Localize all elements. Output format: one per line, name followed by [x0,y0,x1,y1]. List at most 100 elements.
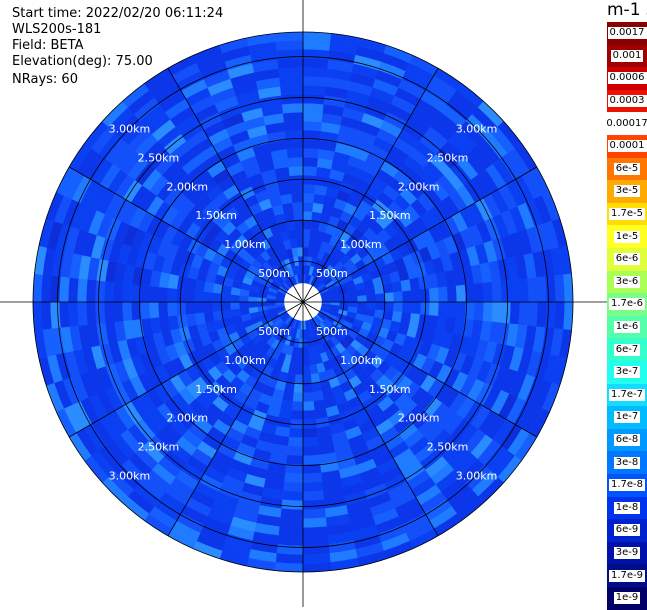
colorbar-label: 1e-6 [613,321,641,334]
backscatter-cell [112,301,124,323]
backscatter-cell [302,237,310,248]
azimuth-spoke [302,166,538,303]
colorbar-swatch: 0.0001 [607,135,647,158]
backscatter-cell [500,280,512,303]
colorbar-swatch: 3e-8 [607,451,647,474]
backscatter-cell [281,93,304,105]
azimuth-spoke [302,301,439,537]
nrays-label: NRays: 60 [12,72,78,88]
backscatter-cell [302,165,318,177]
backscatter-cell [67,277,79,303]
backscatter-cell [302,219,312,230]
backscatter-cell [287,156,304,168]
backscatter-cell [554,274,566,303]
colorbar-swatch: 6e-6 [607,248,647,271]
backscatter-cell [437,286,449,303]
range-ring-label: 500m [258,325,290,338]
backscatter-cell [302,39,331,51]
range-ring-label: 1.00km [340,238,382,251]
colorbar-swatch: 1e-6 [607,315,647,339]
backscatter-cell [428,287,440,303]
colorbar-label: 1e-8 [613,501,641,514]
backscatter-cell [302,490,324,502]
backscatter-cell [302,392,314,403]
backscatter-cell [302,183,316,194]
range-ring-label: 1.50km [195,209,237,222]
backscatter-cell [193,290,204,303]
backscatter-cell [302,499,325,511]
backscatter-cell [286,445,304,457]
colorbar-title: m-1 sr-1 [607,0,647,20]
backscatter-cell [291,192,304,203]
backscatter-cell [302,517,327,529]
backscatter-cell [290,183,304,194]
backscatter-cell [292,392,304,403]
backscatter-cell [121,282,133,303]
range-ring-label: 1.50km [369,383,411,396]
range-ring-label: 2.00km [167,180,209,193]
range-ring-label: 2.00km [398,412,440,425]
backscatter-cell [527,277,539,303]
colorbar-label: 1.7e-8 [608,479,646,492]
backscatter-cell [402,290,413,303]
backscatter-cell [288,427,304,439]
colorbar-swatch: 1e-7 [607,406,647,429]
backscatter-cell [58,276,70,303]
backscatter-cell [446,301,458,319]
colorbar-swatch: 0.0003 [607,89,647,113]
colorbar-label: 1e-9 [613,592,641,605]
colorbar-label: 3e-8 [613,456,641,469]
colorbar-label: 0.0001 [607,140,647,153]
backscatter-cell [473,301,485,322]
backscatter-cell [296,237,304,248]
backscatter-cell [157,301,169,318]
backscatter-cell [290,410,304,421]
colorbar-swatch: 0.001 [607,44,647,68]
backscatter-cell [297,246,304,257]
backscatter-cell [285,454,304,466]
backscatter-cell [310,372,321,384]
backscatter-cell [302,401,315,412]
range-grid [0,0,608,607]
backscatter-cell [202,291,213,303]
backscatter-cell [302,147,320,159]
range-ring-label: 3.00km [109,122,151,135]
range-ring-label: 500m [316,267,348,280]
backscatter-cell [282,102,304,114]
backscatter-cell [275,39,304,51]
colorbar-swatch: 1.7e-6 [607,293,647,316]
backscatter-cell [285,220,296,232]
backscatter-cell [302,481,324,493]
backscatter-cell [482,301,494,323]
colorbar-swatch: 6e-9 [607,519,647,542]
backscatter-cell [302,156,319,168]
range-ring-label: 2.50km [427,151,469,164]
backscatter-cell [220,293,231,303]
backscatter-cell [121,301,133,322]
backscatter-cell [148,301,160,319]
backscatter-cell [283,120,304,132]
range-ring-label: 2.00km [398,180,440,193]
colorbar-swatch: 1e-5 [607,225,647,248]
colorbar-label: 0.001 [610,49,644,62]
backscatter-cell [302,57,329,69]
backscatter-cell [302,454,321,466]
backscatter-cell [357,295,368,303]
backscatter-cell [375,293,386,303]
colorbar-label: 6e-5 [613,162,641,175]
colorbar-swatch: 1.7e-5 [607,202,647,226]
backscatter-cell [275,553,304,565]
backscatter-cell [229,294,240,303]
backscatter-cell [302,365,311,376]
backscatter-cell [391,281,403,293]
colorbar-swatch: 3e-7 [607,361,647,384]
azimuth-spoke [167,301,304,537]
backscatter-cell [411,301,422,315]
backscatter-cell [518,278,530,303]
backscatter-cell [58,301,70,328]
backscatter-cell [281,499,304,511]
backscatter-cell [348,296,359,303]
backscatter-cell [500,301,512,324]
backscatter-cell [302,75,327,87]
